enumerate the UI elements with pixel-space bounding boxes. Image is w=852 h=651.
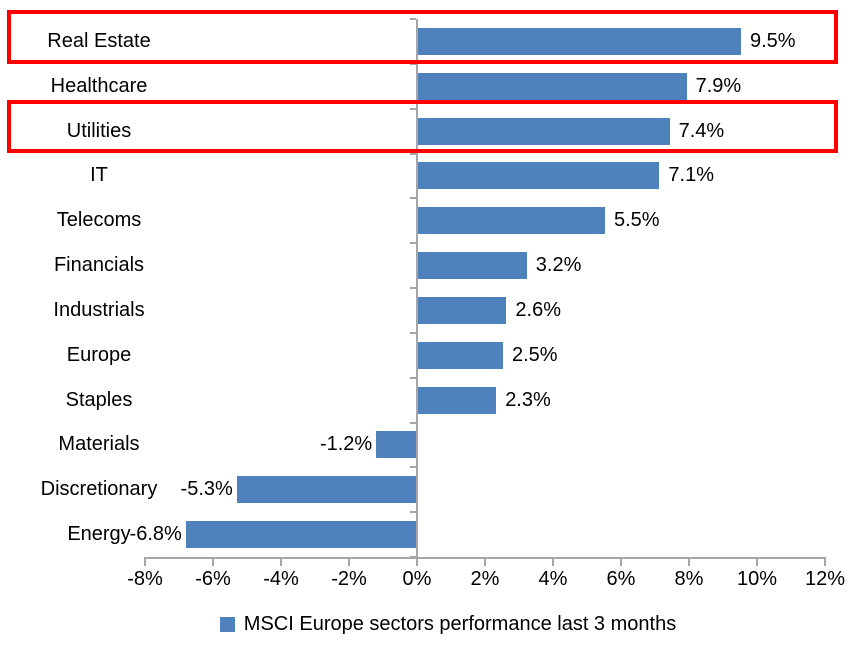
category-label-it: IT bbox=[90, 164, 108, 187]
bar-real-estate bbox=[418, 27, 741, 55]
highlight-box-real-estate bbox=[7, 10, 838, 64]
category-axis-tick bbox=[410, 242, 416, 245]
category-axis-tick bbox=[410, 152, 416, 155]
category-label-healthcare: Healthcare bbox=[50, 74, 148, 97]
value-axis-tick bbox=[824, 557, 826, 566]
value-label-real-estate: 9.5% bbox=[750, 29, 796, 52]
category-label-utilities: Utilities bbox=[66, 119, 132, 142]
x-tick-label: 0% bbox=[402, 568, 432, 590]
category-axis-tick bbox=[410, 466, 416, 469]
bar-energy bbox=[185, 521, 417, 549]
bar-discretionary bbox=[236, 476, 417, 504]
bar-utilities bbox=[418, 117, 670, 145]
x-tick-label: 8% bbox=[674, 568, 704, 590]
x-tick-label: 12% bbox=[804, 568, 846, 590]
category-label-europe: Europe bbox=[66, 343, 132, 366]
bar-telecoms bbox=[418, 207, 605, 235]
value-axis-tick bbox=[756, 557, 758, 566]
value-label-it: 7.1% bbox=[668, 164, 714, 187]
bar-materials bbox=[376, 431, 417, 459]
category-axis-tick bbox=[410, 107, 416, 110]
bar-europe bbox=[418, 341, 503, 369]
category-axis-tick bbox=[410, 197, 416, 200]
category-axis-tick bbox=[410, 331, 416, 334]
category-label-financials: Financials bbox=[53, 254, 145, 277]
x-tick-label: 4% bbox=[538, 568, 568, 590]
category-label-staples: Staples bbox=[65, 388, 133, 411]
value-label-energy: -6.8% bbox=[129, 523, 182, 546]
category-axis-tick bbox=[410, 421, 416, 424]
value-label-financials: 3.2% bbox=[535, 254, 582, 277]
value-label-healthcare: 7.9% bbox=[695, 74, 742, 97]
value-axis-tick bbox=[688, 557, 690, 566]
x-tick-label: 10% bbox=[736, 568, 778, 590]
value-label-industrials: 2.6% bbox=[515, 298, 561, 321]
x-tick-label: -8% bbox=[127, 568, 163, 590]
bar-industrials bbox=[418, 296, 507, 324]
value-label-telecoms: 5.5% bbox=[614, 209, 660, 232]
value-axis-tick bbox=[144, 557, 146, 566]
category-label-real-estate: Real Estate bbox=[47, 29, 151, 52]
value-axis-tick bbox=[212, 557, 214, 566]
legend-marker-icon bbox=[219, 616, 235, 632]
category-axis-tick bbox=[410, 18, 416, 20]
category-axis-tick bbox=[410, 62, 416, 65]
value-axis-tick bbox=[620, 557, 622, 566]
value-label-utilities: 7.4% bbox=[678, 119, 725, 142]
category-label-industrials: Industrials bbox=[53, 298, 145, 321]
category-label-telecoms: Telecoms bbox=[56, 209, 142, 232]
x-tick-label: -2% bbox=[331, 568, 367, 590]
category-label-energy: Energy bbox=[67, 523, 131, 546]
value-axis-tick bbox=[552, 557, 554, 566]
bar-healthcare bbox=[418, 72, 687, 100]
category-axis-tick bbox=[410, 376, 416, 379]
legend-label: MSCI Europe sectors performance last 3 m… bbox=[243, 612, 677, 635]
value-axis-tick bbox=[280, 557, 282, 566]
value-axis-tick bbox=[348, 557, 350, 566]
highlight-box-utilities bbox=[7, 99, 838, 154]
category-axis-tick bbox=[410, 511, 416, 514]
value-label-discretionary: -5.3% bbox=[180, 478, 233, 501]
bar-staples bbox=[418, 386, 497, 414]
bar-financials bbox=[418, 252, 527, 280]
x-tick-label: -4% bbox=[263, 568, 299, 590]
value-axis-tick bbox=[416, 557, 418, 566]
value-axis-tick bbox=[484, 557, 486, 566]
category-axis-tick bbox=[410, 287, 416, 289]
value-label-staples: 2.3% bbox=[505, 388, 551, 411]
category-label-materials: Materials bbox=[58, 433, 140, 456]
x-tick-label: -6% bbox=[195, 568, 231, 590]
category-axis-line bbox=[416, 19, 418, 557]
x-tick-label: 2% bbox=[470, 568, 500, 590]
legend: MSCI Europe sectors performance last 3 m… bbox=[22, 608, 852, 640]
value-label-materials: -1.2% bbox=[319, 433, 373, 456]
x-tick-label: 6% bbox=[606, 568, 636, 590]
category-label-discretionary: Discretionary bbox=[40, 478, 158, 501]
bar-it bbox=[418, 162, 660, 190]
value-label-europe: 2.5% bbox=[512, 343, 558, 366]
